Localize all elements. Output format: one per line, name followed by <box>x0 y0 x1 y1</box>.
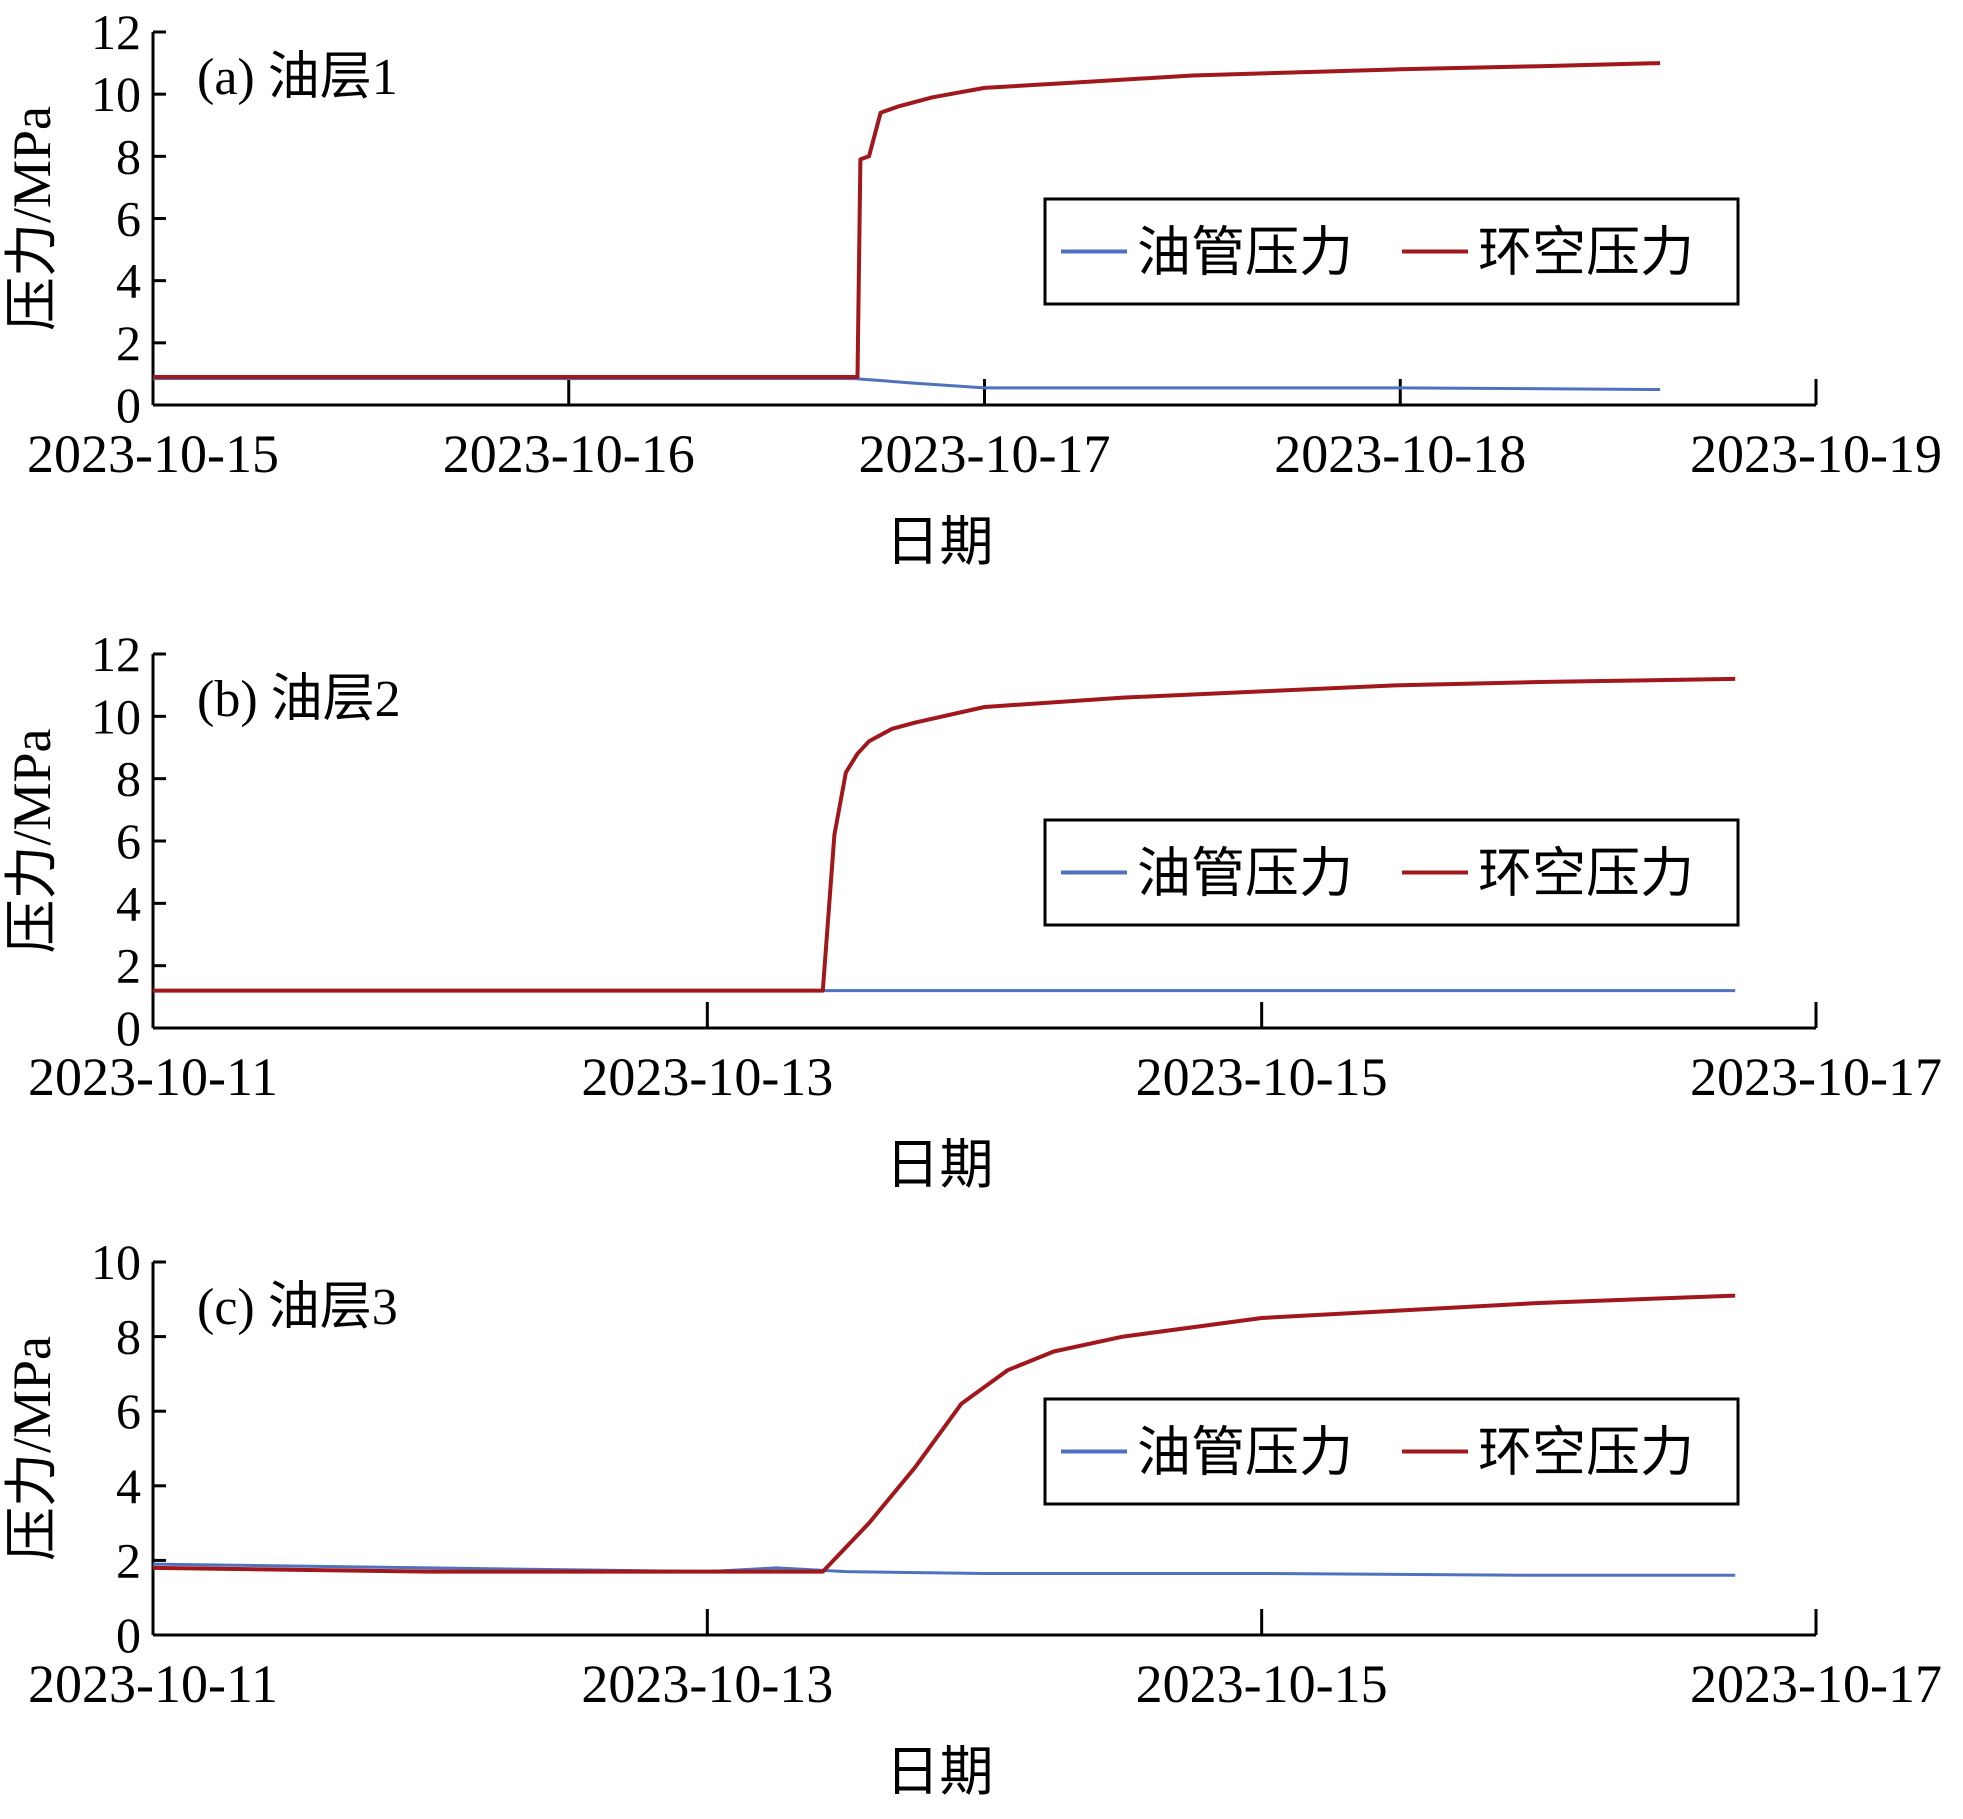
series-line-tubing-pressure <box>153 377 1661 391</box>
x-tick-label: 2023-10-15 <box>1136 1654 1388 1714</box>
legend-label-annulus-pressure: 环空压力 <box>1478 1423 1694 1483</box>
chart-panel-3: 0 2 4 6 8 10 2023-10-11 2023-10-13 2023-10-15 202… <box>2 1234 1942 1802</box>
y-tick-label: 6 <box>116 191 141 247</box>
series-line-annulus-pressure <box>152 1293 1736 1574</box>
y-tick-label: 8 <box>116 128 141 184</box>
legend-box <box>1043 818 1740 927</box>
panel-label: (a) 油层1 <box>197 49 398 106</box>
x-tick-label: 2023-10-15 <box>1136 1047 1388 1107</box>
y-tick-label: 12 <box>91 626 141 682</box>
legend-box <box>1043 197 1740 306</box>
x-tick-label: 2023-10-18 <box>1274 424 1526 484</box>
x-axis-title: 日期 <box>886 512 994 572</box>
y-tick-label: 10 <box>91 1234 141 1290</box>
y-tick-label: 4 <box>116 253 141 309</box>
series-line-annulus-pressure <box>153 676 1736 993</box>
legend-label-annulus-pressure: 环空压力 <box>1478 844 1694 904</box>
y-tick-label: 10 <box>91 66 141 122</box>
legend-label-tubing-pressure: 油管压力 <box>1137 844 1353 904</box>
panel-label: (c) 油层3 <box>197 1279 398 1336</box>
legend-label-tubing-pressure: 油管压力 <box>1137 223 1353 283</box>
y-tick-label: 8 <box>116 751 141 807</box>
y-tick-label: 0 <box>116 377 141 433</box>
y-tick-label: 12 <box>91 4 141 60</box>
panel-label: (b) 油层2 <box>197 671 401 728</box>
legend: 油管压力 环空压力 <box>1043 818 1740 927</box>
y-tick-label: 6 <box>116 813 141 869</box>
y-tick-label: 8 <box>116 1309 141 1365</box>
y-tick-label: 2 <box>116 938 141 994</box>
x-tick-label: 2023-10-17 <box>1690 1047 1942 1107</box>
x-tick-label: 2023-10-17 <box>1690 1654 1942 1714</box>
y-tick-label: 2 <box>116 1532 141 1588</box>
x-tick-label: 2023-10-17 <box>859 424 1111 484</box>
x-tick-label: 2023-10-11 <box>28 1047 278 1107</box>
chart-panel-2: 0 2 4 6 8 10 12 2023-10-11 2023-10-13 2023-10-15 2… <box>2 626 1942 1195</box>
y-tick-label: 4 <box>116 1458 141 1514</box>
y-tick-label: 0 <box>116 1000 141 1056</box>
y-tick-label: 6 <box>116 1383 141 1439</box>
y-tick-label: 2 <box>116 315 141 371</box>
legend: 油管压力 环空压力 <box>1043 197 1740 306</box>
x-tick-label: 2023-10-19 <box>1690 424 1942 484</box>
y-axis-title: 压力/MPa <box>2 106 62 331</box>
series-line-annulus-pressure <box>153 61 1661 379</box>
y-tick-label: 4 <box>116 875 141 931</box>
y-tick-label: 0 <box>116 1607 141 1663</box>
x-tick-label: 2023-10-16 <box>443 424 695 484</box>
x-tick-label: 2023-10-11 <box>28 1654 278 1714</box>
y-axis-title: 压力/MPa <box>2 728 62 953</box>
legend-label-tubing-pressure: 油管压力 <box>1137 1423 1353 1483</box>
y-tick-label: 10 <box>91 688 141 744</box>
x-tick-label: 2023-10-13 <box>581 1654 833 1714</box>
y-axis-title: 压力/MPa <box>2 1336 62 1561</box>
x-tick-label: 2023-10-15 <box>27 424 279 484</box>
legend-label-annulus-pressure: 环空压力 <box>1478 223 1694 283</box>
x-axis-title: 日期 <box>886 1742 994 1802</box>
x-axis-title: 日期 <box>886 1135 994 1195</box>
legend-box <box>1043 1397 1740 1506</box>
chart-panel-1: 0 2 4 6 8 10 12 2023-10-15 2023-10-16 2023-10-17 2… <box>2 4 1942 572</box>
series-line-tubing-pressure <box>152 1562 1736 1577</box>
x-tick-label: 2023-10-13 <box>581 1047 833 1107</box>
legend: 油管压力 环空压力 <box>1043 1397 1740 1506</box>
